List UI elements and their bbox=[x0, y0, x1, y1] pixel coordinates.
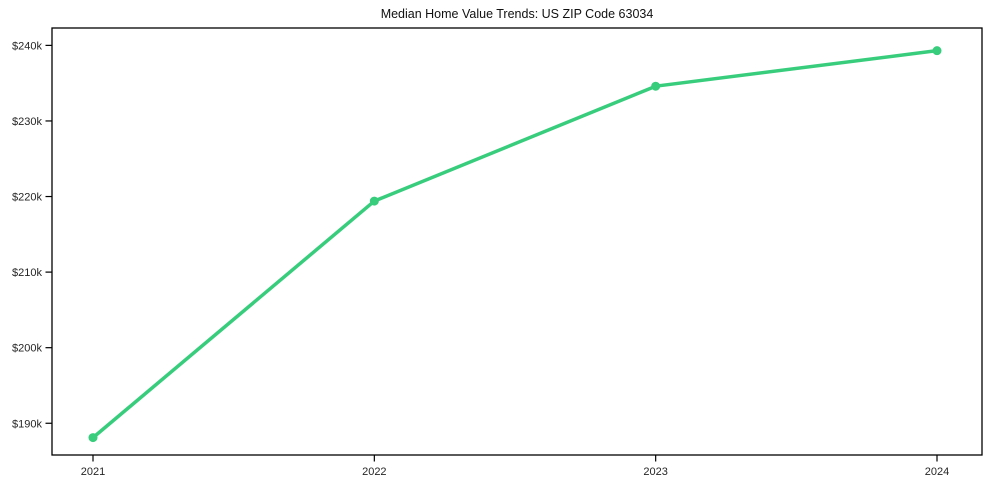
y-axis-tick-label: $190k bbox=[12, 418, 42, 430]
data-point-marker bbox=[932, 46, 942, 56]
x-axis-tick-label: 2021 bbox=[81, 466, 105, 478]
data-point-marker bbox=[651, 81, 661, 91]
y-axis-tick-label: $200k bbox=[12, 343, 42, 355]
trend-line bbox=[91, 48, 939, 440]
data-point-marker bbox=[369, 196, 379, 206]
data-point-marker bbox=[88, 433, 98, 443]
x-axis-tick-label: 2022 bbox=[362, 466, 386, 478]
y-axis-tick-label: $240k bbox=[12, 40, 42, 52]
y-axis-tick-label: $230k bbox=[12, 116, 42, 128]
x-axis-tick-label: 2024 bbox=[925, 466, 949, 478]
plot-border bbox=[51, 27, 983, 456]
chart-title: Median Home Value Trends: US ZIP Code 63… bbox=[380, 7, 654, 21]
y-axis-tick-label: $210k bbox=[12, 267, 42, 279]
x-axis-tick-label: 2023 bbox=[643, 466, 667, 478]
y-axis-tick-label: $220k bbox=[12, 192, 42, 204]
